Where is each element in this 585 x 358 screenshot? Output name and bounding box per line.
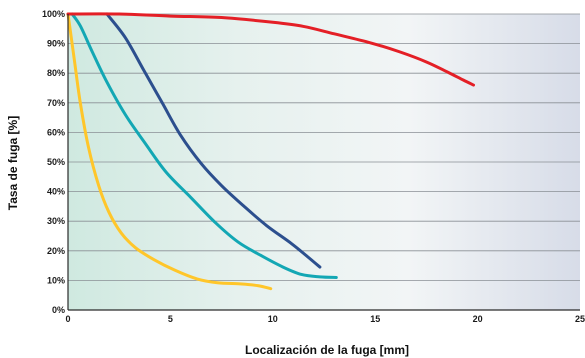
x-tick-label-5: 5 [168, 314, 173, 324]
x-tick-label-20: 20 [473, 314, 483, 324]
series-line-3 [105, 12, 322, 269]
y-tick-label-20: 20% [47, 246, 65, 256]
x-tick-label-0: 0 [65, 314, 70, 324]
y-tick-label-50: 50% [47, 157, 65, 167]
y-tick-label-30: 30% [47, 216, 65, 226]
y-tick-label-60: 60% [47, 127, 65, 137]
y-tick-label-100: 100% [42, 9, 65, 19]
y-tick-label-80: 80% [47, 68, 65, 78]
y-tick-label-10: 10% [47, 275, 65, 285]
y-tick-label-70: 70% [47, 98, 65, 108]
series-line-2 [70, 12, 338, 279]
x-tick-label-15: 15 [370, 314, 380, 324]
x-tick-label-10: 10 [268, 314, 278, 324]
series-line-4 [66, 12, 475, 87]
y-tick-label-40: 40% [47, 187, 65, 197]
series-line-1 [66, 12, 273, 291]
x-axis-title: Localización de la fuga [mm] [245, 343, 409, 357]
y-axis-title: Tasa de fuga [%] [6, 116, 20, 210]
x-tick-label-25: 25 [575, 314, 585, 324]
y-tick-label-0: 0% [52, 305, 65, 315]
y-tick-label-90: 90% [47, 39, 65, 49]
